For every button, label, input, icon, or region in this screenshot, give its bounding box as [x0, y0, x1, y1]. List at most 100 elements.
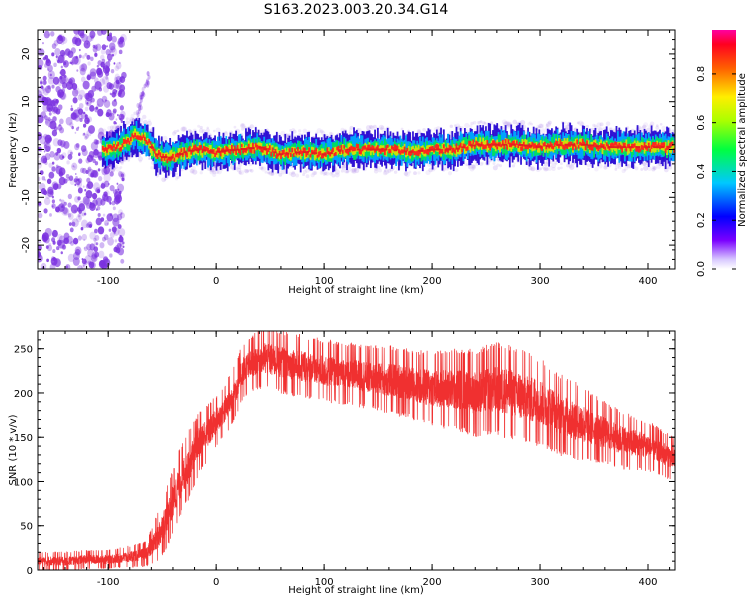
- noise-blob: [38, 131, 43, 141]
- halo-dot: [238, 170, 244, 176]
- ridge-segment: [151, 147, 153, 156]
- noise-blob: [84, 212, 87, 216]
- halo-dot: [380, 127, 383, 130]
- ridge-segment: [365, 146, 368, 159]
- halo-dot: [163, 178, 167, 181]
- noise-blob: [97, 108, 104, 117]
- noise-blob: [83, 111, 86, 115]
- ridge-segment: [239, 140, 242, 153]
- spectrogram-y-tick-label: -20: [21, 237, 32, 253]
- noise-blob: [55, 85, 61, 93]
- halo-dot: [311, 171, 317, 176]
- noise-blob: [70, 107, 74, 112]
- halo-dot: [216, 169, 222, 175]
- halo-dot: [416, 129, 422, 134]
- noise-blob: [42, 103, 50, 113]
- halo-dot: [278, 166, 282, 170]
- noise-blob: [106, 222, 109, 226]
- noise-blob: [38, 240, 42, 244]
- noise-blob: [115, 118, 118, 121]
- noise-blob: [83, 238, 86, 242]
- halo-dot: [592, 123, 596, 127]
- noise-blob: [43, 30, 50, 39]
- halo-dot: [652, 166, 657, 170]
- halo-dot: [331, 173, 336, 178]
- noise-blob: [77, 182, 80, 186]
- ridge-segment: [466, 146, 469, 151]
- halo-dot: [176, 129, 180, 133]
- halo-dot: [236, 167, 242, 173]
- noise-blob: [57, 239, 65, 249]
- noise-blob: [79, 64, 85, 72]
- halo-dot: [546, 122, 551, 127]
- halo-dot: [393, 170, 398, 174]
- ridge-segment: [180, 151, 183, 160]
- noise-blob: [103, 99, 111, 108]
- spectrogram-y-tick-label: 0: [21, 146, 32, 152]
- halo-dot: [651, 165, 656, 169]
- noise-blob: [48, 125, 50, 128]
- ridge-segment: [135, 131, 138, 138]
- halo-dot: [115, 166, 121, 172]
- snr-series-line: [38, 331, 675, 570]
- noise-blob: [72, 88, 79, 97]
- noise-blob: [101, 168, 108, 176]
- halo-dot: [109, 125, 114, 130]
- noise-blob: [53, 152, 61, 161]
- noise-blob: [52, 76, 60, 85]
- colorbar-tick-label: 0.2: [696, 212, 707, 228]
- halo-dot: [447, 171, 453, 176]
- snr-x-tick-label: 0: [213, 577, 219, 588]
- ridge-peak: [294, 151, 301, 154]
- spectrogram-y-tick-label: 10: [21, 95, 32, 108]
- ridge-segment: [191, 142, 194, 153]
- noise-blob: [72, 237, 79, 245]
- halo-dot: [542, 167, 547, 171]
- noise-blob: [73, 165, 76, 169]
- halo-dot: [634, 166, 639, 171]
- noise-blob: [63, 141, 70, 149]
- ridge-segment: [188, 150, 191, 159]
- halo-dot: [651, 167, 656, 172]
- halo-dot: [298, 133, 302, 136]
- halo-dot: [531, 167, 535, 171]
- noise-blob: [69, 86, 72, 90]
- ridge-peak: [564, 143, 571, 146]
- noise-blob: [59, 154, 64, 160]
- halo-dot: [621, 168, 626, 174]
- halo-dot: [111, 125, 118, 131]
- halo-dot: [624, 166, 629, 171]
- noise-blob: [56, 182, 62, 189]
- noise-blob: [97, 70, 104, 78]
- halo-dot: [547, 120, 552, 125]
- ridge-segment: [343, 145, 346, 149]
- halo-dot: [138, 159, 142, 163]
- noise-blob: [113, 231, 116, 234]
- halo-dot: [513, 162, 516, 165]
- noise-blob: [40, 85, 44, 89]
- halo-dot: [470, 164, 477, 170]
- halo-dot: [512, 119, 518, 125]
- halo-dot: [382, 170, 388, 176]
- ridge-segment: [128, 140, 131, 145]
- noise-blob: [101, 44, 107, 51]
- halo-dot: [278, 172, 283, 177]
- ridge-segment: [292, 153, 295, 158]
- ridge-segment: [478, 134, 480, 149]
- noise-blob: [144, 81, 148, 87]
- halo-dot: [291, 127, 295, 132]
- noise-blob: [69, 227, 74, 233]
- noise-blob: [111, 99, 118, 107]
- noise-blob: [82, 185, 85, 188]
- halo-dot: [449, 124, 454, 129]
- noise-blob: [48, 171, 55, 179]
- noise-blob: [44, 178, 47, 182]
- noise-blob: [66, 235, 73, 245]
- halo-dot: [661, 125, 667, 131]
- noise-blob: [98, 186, 101, 190]
- noise-blob: [69, 122, 74, 128]
- ridge-peak: [417, 149, 424, 152]
- halo-dot: [544, 167, 548, 171]
- noise-blob: [77, 235, 82, 241]
